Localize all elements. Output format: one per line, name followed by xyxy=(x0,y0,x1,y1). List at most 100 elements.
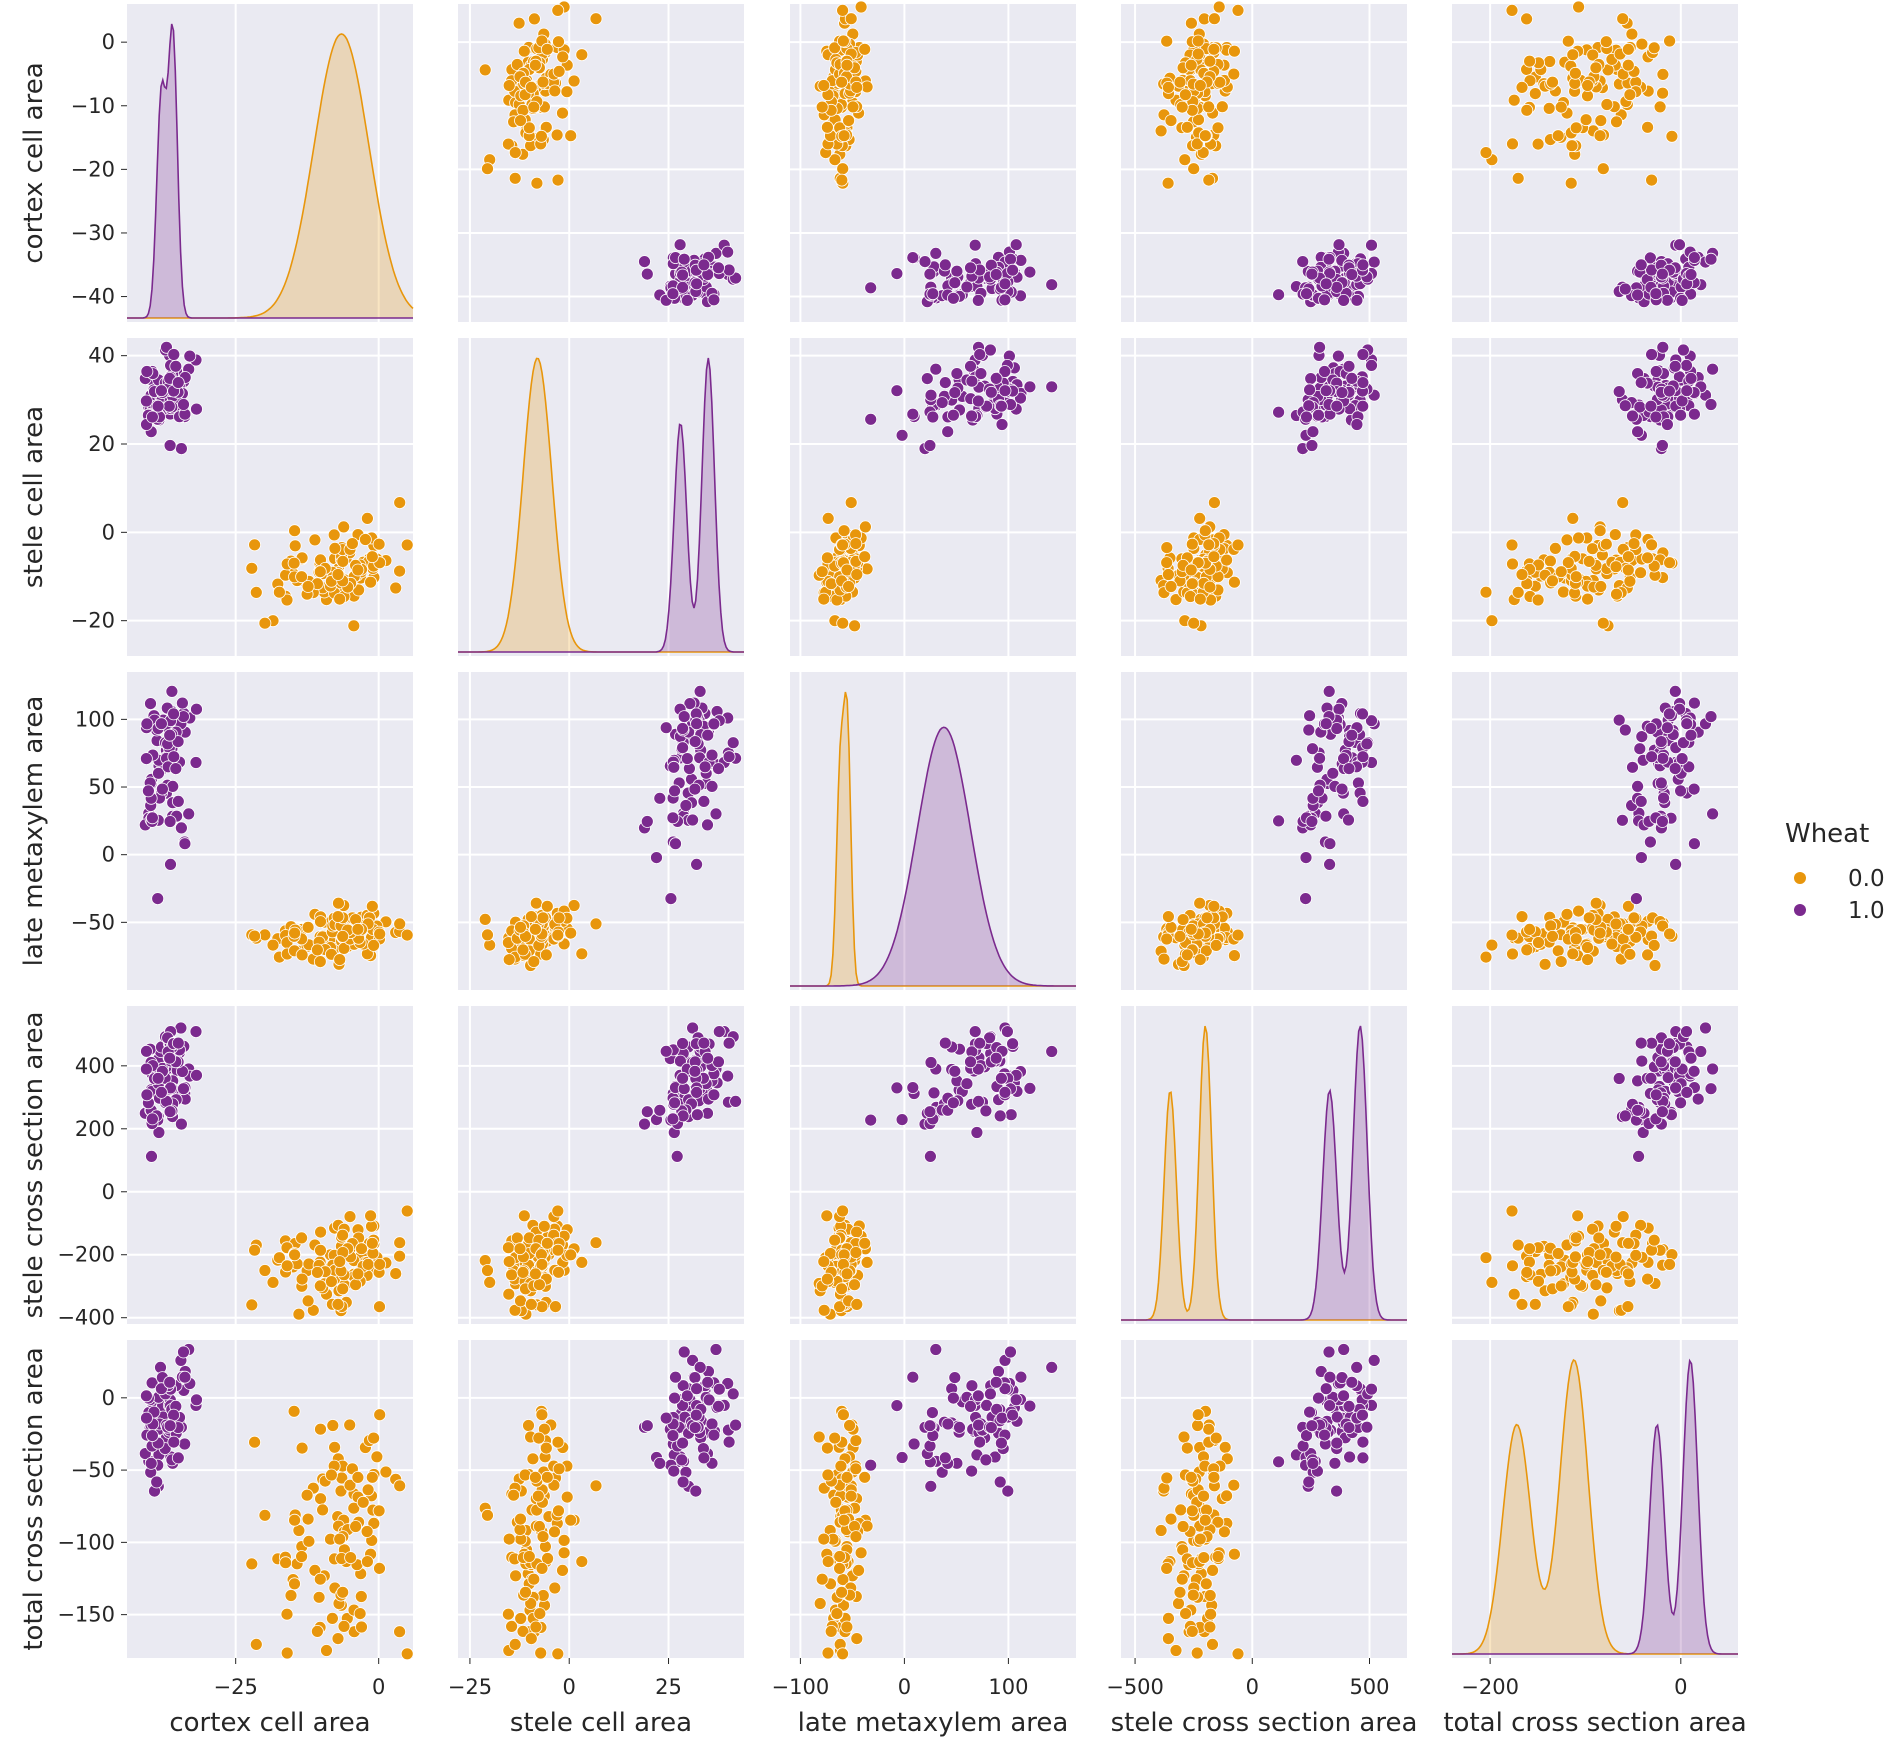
kde-line xyxy=(458,357,744,653)
subplot-r0-c3 xyxy=(1121,0,1407,322)
scatter-point xyxy=(927,1086,941,1100)
y-tick-label: 40 xyxy=(88,344,115,368)
scatter-point xyxy=(971,1389,985,1403)
y-tick-label: −40 xyxy=(71,285,115,309)
scatter-point xyxy=(1342,813,1355,827)
scatter-point xyxy=(190,402,203,416)
scatter-point xyxy=(836,162,850,176)
scatter-point xyxy=(1162,568,1175,581)
scatter-point xyxy=(1661,293,1674,307)
scatter-point xyxy=(707,1088,721,1102)
scatter-point xyxy=(540,1470,554,1484)
scatter-point xyxy=(1586,48,1600,62)
subplot-r4-c1 xyxy=(458,1340,744,1661)
y-tick-label: 0 xyxy=(102,1180,115,1204)
scatter-point xyxy=(1633,742,1647,756)
scatter-point xyxy=(535,1300,549,1314)
scatter-point xyxy=(1663,927,1676,941)
scatter-point xyxy=(1505,3,1519,17)
scatter-point xyxy=(552,911,566,925)
scatter-point xyxy=(1154,1524,1168,1537)
scatter-point xyxy=(1322,1345,1336,1359)
scatter-point xyxy=(171,1036,185,1050)
scatter-point xyxy=(1554,100,1568,114)
scatter-point xyxy=(924,1056,938,1069)
y-axis-label: total cross section area xyxy=(19,1347,49,1650)
scatter-point xyxy=(1213,75,1227,89)
scatter-point xyxy=(1656,751,1670,765)
kde-line xyxy=(1452,1358,1738,1655)
scatter-point xyxy=(564,1513,578,1527)
scatter-point xyxy=(844,1489,858,1503)
scatter-point xyxy=(993,1475,1007,1489)
scatter-point xyxy=(926,287,940,301)
legend-marker-1 xyxy=(1794,904,1806,916)
scatter-point xyxy=(995,1071,1008,1085)
scatter-point xyxy=(552,1462,566,1476)
scatter-point xyxy=(676,268,689,282)
scatter-point xyxy=(334,1484,348,1498)
y-tick-label: −50 xyxy=(71,1458,115,1482)
scatter-point xyxy=(817,1303,831,1317)
scatter-point xyxy=(950,367,964,381)
scatter-point xyxy=(508,171,522,185)
scatter-point xyxy=(895,1113,909,1126)
scatter-point xyxy=(1569,932,1583,946)
scatter-point xyxy=(1582,911,1596,925)
scatter-point xyxy=(1593,1248,1607,1262)
scatter-point xyxy=(1621,1267,1635,1281)
scatter-point xyxy=(1673,238,1686,252)
scatter-point xyxy=(1647,41,1661,55)
scatter-point xyxy=(1531,593,1545,607)
scatter-point xyxy=(1684,1051,1698,1065)
scatter-point xyxy=(1663,1258,1676,1271)
scatter-point xyxy=(670,1150,684,1163)
scatter-point xyxy=(707,293,721,307)
scatter-point xyxy=(1661,418,1674,431)
scatter-point xyxy=(1164,114,1178,127)
scatter-point xyxy=(1594,114,1608,127)
scatter-point xyxy=(367,1431,381,1445)
scatter-point xyxy=(1654,735,1668,748)
scatter-point xyxy=(1581,79,1594,92)
scatter-point xyxy=(310,1625,324,1638)
scatter-point xyxy=(702,1393,716,1407)
y-tick-label: 0 xyxy=(102,843,115,867)
scatter-point xyxy=(167,348,181,361)
scatter-point xyxy=(1630,892,1643,905)
scatter-point xyxy=(1649,410,1663,424)
scatter-point xyxy=(1179,1607,1192,1620)
scatter-point xyxy=(972,1095,985,1108)
scatter-point xyxy=(666,1429,680,1442)
scatter-point xyxy=(1600,98,1614,111)
scatter-point xyxy=(1191,47,1205,61)
scatter-point xyxy=(393,1249,407,1263)
scatter-point xyxy=(1157,952,1171,966)
scatter-point xyxy=(154,384,168,398)
scatter-point xyxy=(950,264,964,278)
scatter-point xyxy=(190,702,203,716)
scatter-point xyxy=(1162,1612,1175,1625)
scatter-point xyxy=(190,1393,203,1407)
scatter-point xyxy=(1164,920,1178,934)
scatter-point xyxy=(1215,100,1229,114)
scatter-point xyxy=(313,1572,327,1586)
scatter-point xyxy=(560,1490,574,1504)
scatter-point xyxy=(701,818,714,832)
scatter-point xyxy=(145,410,159,424)
scatter-point xyxy=(828,153,842,167)
scatter-point xyxy=(349,1278,363,1292)
scatter-point xyxy=(540,899,554,913)
scatter-point xyxy=(860,1519,874,1533)
scatter-point xyxy=(815,1572,829,1586)
scatter-point xyxy=(1654,1055,1668,1069)
scatter-point xyxy=(526,1452,540,1466)
scatter-point xyxy=(676,1071,689,1085)
scatter-point xyxy=(1566,48,1580,62)
scatter-point xyxy=(947,291,960,305)
scatter-point xyxy=(676,1037,689,1050)
scatter-point xyxy=(1645,348,1658,361)
scatter-point xyxy=(1546,574,1559,588)
scatter-point xyxy=(858,1236,872,1250)
scatter-point xyxy=(527,955,541,968)
